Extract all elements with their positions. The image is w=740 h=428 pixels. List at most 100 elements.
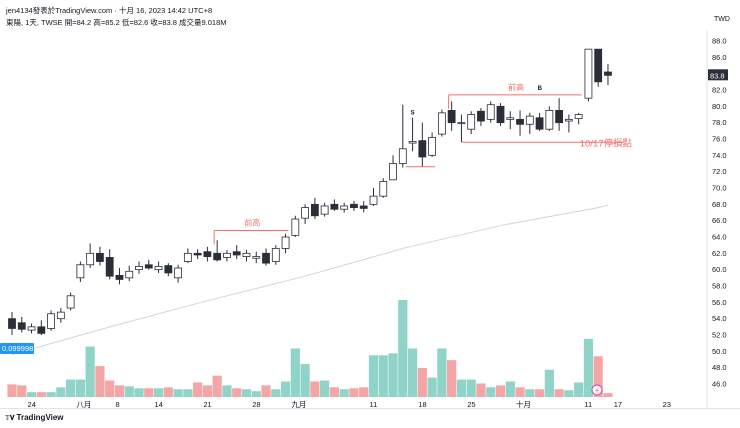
candle-body [154,265,163,271]
candle-body [135,265,143,271]
volume-bar [456,379,467,397]
candle-body [310,203,319,217]
candle-body [144,264,153,269]
prior-high-label: 前高 [244,217,260,227]
volume-bar [134,388,144,397]
y-tick-label: 78.0 [712,118,727,127]
x-tick-label: 18 [418,400,426,409]
volume-bar [153,388,164,397]
lightning-glyph: ⚡ [595,387,600,395]
candle-body [359,205,368,209]
candle-body [369,195,378,205]
volume-bar [534,389,545,397]
candle-body [96,252,104,262]
y-tick-label: 46.0 [712,380,727,389]
candle-body [437,112,446,135]
header-title: jen4134發表於TradingView.com · 十月 16, 2023 … [6,6,213,15]
volume-bar [505,381,515,397]
volume-bar [564,390,574,397]
volume-bar [173,389,183,397]
x-tick-label: 24 [28,400,36,409]
y-tick-label: 60.0 [712,265,727,274]
volume-bar [583,338,594,397]
volume-bar [124,386,134,397]
currency-label: TWD [714,16,730,23]
candle-body [27,326,36,331]
y-tick-label: 50.0 [712,347,727,356]
volume-bar [603,393,613,397]
volume-bar [212,375,222,397]
candle-body [545,110,554,130]
candle-body [604,71,612,76]
current-price-badge [708,69,728,81]
volume-bar [75,379,85,397]
candle-body [105,257,114,277]
volume-bar [85,346,95,397]
lightning-icon [591,384,603,396]
volume-bar [56,387,66,397]
volume-bar [183,389,193,397]
x-tick-label: 十月 [516,399,531,409]
x-tick-label: 23 [663,400,671,409]
y-tick-label: 48.0 [712,363,727,372]
candle-body [223,252,231,258]
y-tick-label: 62.0 [712,249,727,258]
candle-body [86,252,95,266]
x-tick-label: 28 [252,400,260,409]
candle-body [174,267,182,279]
volume-bar [17,385,27,397]
volume-bar [251,391,261,397]
candle-body [389,163,397,181]
candle-body [252,256,261,259]
volume-bar [466,379,476,397]
left-price-badge [0,343,34,354]
volume-bar [515,387,525,397]
y-tick-label: 82.0 [712,86,727,95]
candle-body [125,270,134,279]
candle-body [291,218,300,236]
volume-bar [271,389,281,397]
volume-bar [544,369,554,397]
tradingview-mark-icon: 𝕋𝐕 [5,415,15,422]
candle-body [428,136,437,156]
candle-body [574,114,583,119]
candle-body [398,148,407,164]
candle-body [486,104,495,120]
volume-bar [359,387,369,397]
volume-bar [447,360,457,397]
volume-bar [378,355,388,397]
candle-body [535,117,544,130]
candle-body [281,236,290,249]
trade-marker: S [411,111,415,117]
tradingview-logo[interactable]: 𝕋𝐕 TradingView [5,413,64,423]
candle-body [340,205,349,210]
tradingview-logo-text: TradingView [16,413,64,422]
volume-bar [476,383,486,397]
y-tick-label: 76.0 [712,135,727,144]
x-tick-label: 25 [467,400,475,409]
volume-bar [290,348,300,397]
candle-body [379,181,388,197]
x-tick-label: 21 [203,400,211,409]
candle-body [496,105,505,124]
candle-body [564,119,573,122]
volume-bar [105,380,115,397]
x-tick-label: 14 [155,400,163,409]
volume-bar [114,385,125,397]
candle-body [555,110,564,124]
volume-bar [144,388,154,397]
volume-bar [407,348,418,397]
candle-body [183,252,192,262]
volume-bar [427,377,437,397]
y-tick-label: 86.0 [712,53,727,62]
volume-bar [66,379,76,397]
candle-body [408,141,417,144]
candle-body [115,274,124,280]
volume-bar [417,367,427,397]
x-tick-label: 8 [115,400,119,409]
volume-bar [525,389,535,397]
volume-bar [554,389,564,397]
candle-body [594,48,603,83]
y-tick-label: 56.0 [712,298,727,307]
